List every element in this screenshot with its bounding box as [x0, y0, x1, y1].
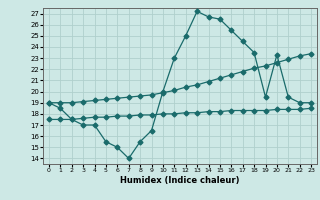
X-axis label: Humidex (Indice chaleur): Humidex (Indice chaleur): [120, 176, 240, 185]
